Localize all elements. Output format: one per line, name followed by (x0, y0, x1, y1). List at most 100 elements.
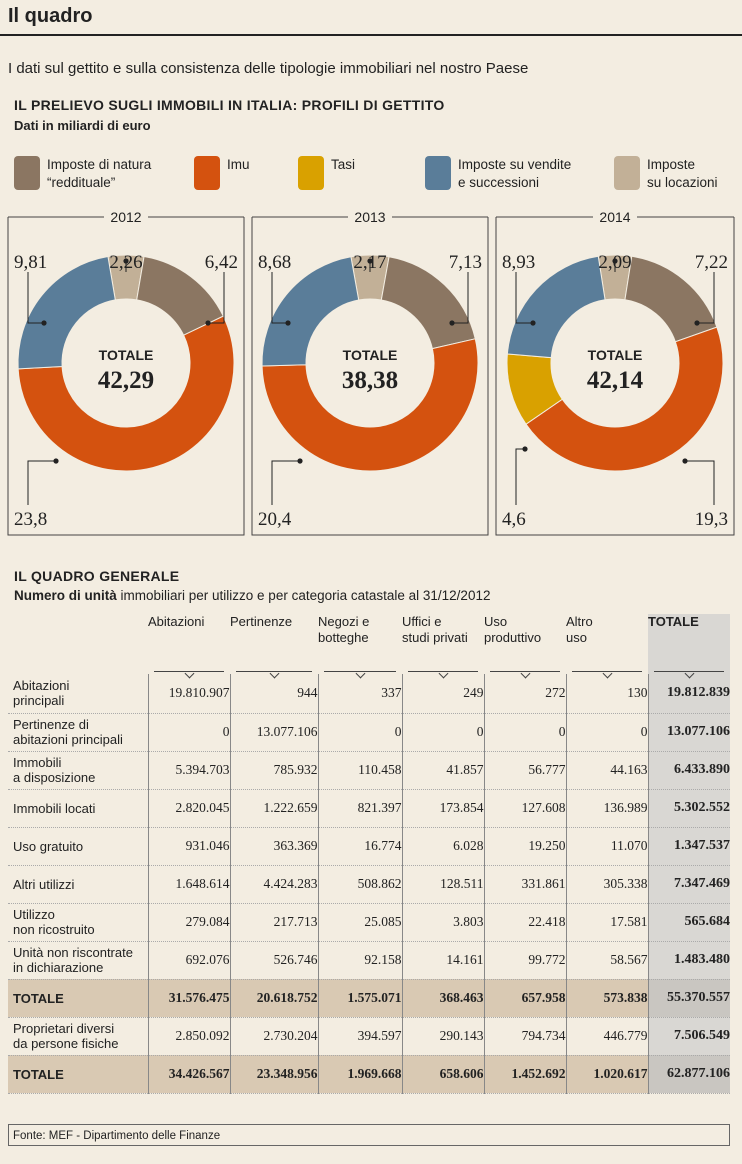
chart-section-title: IL PRELIEVO SUGLI IMMOBILI IN ITALIA: PR… (14, 97, 445, 113)
table-row: Utilizzo non ricostruito 279.084 217.713 25.… (8, 903, 730, 942)
callout-dot (367, 258, 373, 264)
table-row: Immobili a disposizione 5.394.703 785.932 11… (8, 751, 730, 790)
legend-label: Imu (227, 156, 250, 174)
row-label: TOTALE (8, 979, 148, 1018)
table-cell: 217.713 (229, 903, 318, 942)
table-cell: 110.458 (317, 751, 402, 790)
callout-line (27, 272, 44, 324)
panel-frame (7, 217, 245, 536)
table-total-row: TOTALE 34.426.567 23.348.956 1.969.668 658.6… (8, 1055, 730, 1094)
legend-label-line: Tasi (331, 157, 356, 172)
callout-dot (205, 320, 211, 326)
legend-swatch (14, 156, 40, 190)
callout-dot (285, 320, 291, 326)
legend-label-line: “reddituale” (47, 175, 116, 190)
row-label-line: in dichiarazione (13, 960, 104, 975)
callout-dot (522, 446, 528, 452)
row-label: TOTALE (8, 1055, 148, 1094)
row-label: Abitazioni principali (8, 674, 148, 714)
row-label-line: TOTALE (13, 990, 64, 1006)
column-header-line: Altro (566, 614, 593, 629)
table-cell: 272 (483, 674, 566, 714)
callout-dot (41, 320, 47, 326)
table-cell: 821.397 (317, 789, 402, 828)
table-cell: 692.076 (147, 941, 230, 980)
table-cell: 508.862 (317, 865, 402, 904)
callout-dot (612, 258, 618, 264)
column-header-line: Uffici e (402, 614, 442, 629)
callout-dot (449, 320, 455, 326)
table-cell: 99.772 (483, 941, 566, 980)
table-cell: 0 (565, 713, 648, 752)
legend-label-line: e successioni (458, 175, 540, 190)
column-header: Uffici e studi privati (402, 614, 484, 679)
legend-swatch (614, 156, 640, 190)
table-cell: 658.606 (401, 1055, 484, 1094)
table-cell: 931.046 (147, 827, 230, 866)
legend-swatch (425, 156, 451, 190)
donut-segment (261, 256, 360, 367)
table-cell: 249 (401, 674, 484, 714)
column-header-rule (654, 668, 724, 679)
table-cell: 130 (565, 674, 648, 714)
column-header-rule (236, 668, 312, 679)
donut-segment (17, 315, 235, 472)
row-total-cell: 6.433.890 (647, 751, 730, 790)
row-label: Pertinenze di abitazioni principali (8, 713, 148, 752)
table-cell: 136.989 (565, 789, 648, 828)
column-header: Uso produttivo (484, 614, 566, 679)
table-cell: 19.810.907 (147, 674, 230, 714)
table-cell: 446.779 (565, 1017, 648, 1056)
table-cell: 19.250 (483, 827, 566, 866)
value-label: 23,8 (14, 509, 47, 530)
legend-swatch (194, 156, 220, 190)
table-cell: 16.774 (317, 827, 402, 866)
value-label: 4,6 (502, 509, 526, 530)
table-cell: 944 (229, 674, 318, 714)
table-cell: 127.608 (483, 789, 566, 828)
row-label: Immobili a disposizione (8, 751, 148, 790)
row-label: Uso gratuito (8, 827, 148, 866)
table-cell: 0 (317, 713, 402, 752)
column-header: Pertinenze (230, 614, 318, 679)
year-label: 2014 (599, 209, 630, 225)
callout-dot (297, 458, 303, 464)
table-cell: 279.084 (147, 903, 230, 942)
value-label: 8,68 (258, 252, 291, 273)
donut-charts: 2012TOTALE42,292,269,816,4223,82013TOTAL… (7, 209, 735, 536)
table-header-cell (8, 614, 148, 674)
legend-label-line: Imposte (647, 157, 696, 172)
table-cell: 1.969.668 (317, 1055, 402, 1094)
legend-item: Imposte di natura “reddituale” (14, 156, 151, 192)
column-header-rule (408, 668, 478, 679)
table-cell: 25.085 (317, 903, 402, 942)
row-label-line: TOTALE (13, 1066, 64, 1082)
row-total-cell: 1.347.537 (647, 827, 730, 866)
donut-segment (506, 255, 606, 359)
table-cell: 1.020.617 (565, 1055, 648, 1094)
row-label: Unità non riscontrate in dichiarazione (8, 941, 148, 980)
table-cell: 2.730.204 (229, 1017, 318, 1056)
table-cell: 92.158 (317, 941, 402, 980)
row-label-line: a disposizione (13, 770, 96, 785)
value-label: 19,3 (695, 509, 728, 530)
column-header-rule (490, 668, 560, 679)
row-label-line: non ricostruito (13, 922, 95, 937)
table-cell: 394.597 (317, 1017, 402, 1056)
data-table: Abitazioni Pertinenze Negozi e botteghe Uffi… (8, 614, 730, 1094)
row-label-line: Immobili (13, 755, 62, 770)
page-title: Il quadro (8, 5, 93, 27)
row-label-line: Immobili locati (13, 800, 96, 816)
total-label: TOTALE (99, 347, 154, 363)
legend-label: Imposte di natura “reddituale” (47, 156, 151, 192)
row-label-line: Uso gratuito (13, 838, 84, 854)
table-cell: 657.958 (483, 979, 566, 1018)
table-cell: 0 (401, 713, 484, 752)
row-total-cell: 13.077.106 (647, 713, 730, 752)
donut-segment (17, 255, 116, 370)
callout-dot (694, 320, 700, 326)
table-cell: 5.394.703 (147, 751, 230, 790)
